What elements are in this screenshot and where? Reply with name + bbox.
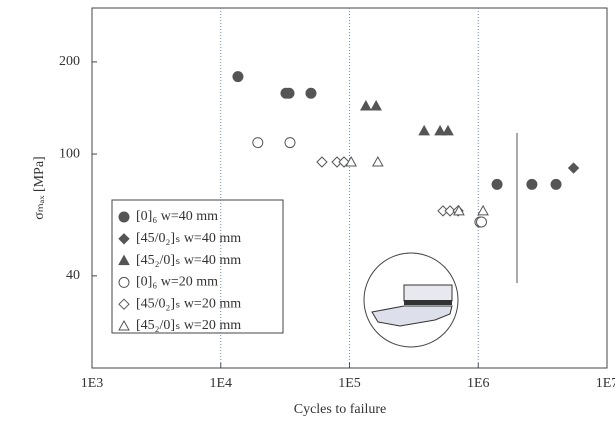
data-point <box>434 124 446 136</box>
data-point <box>567 162 580 174</box>
x-tick-label: 1E5 <box>338 376 361 391</box>
data-point <box>360 100 372 111</box>
x-tick-label: 1E7 <box>596 376 615 391</box>
legend-marker <box>118 319 130 331</box>
data-point <box>252 137 264 149</box>
y-tick-label: 100 <box>59 146 80 161</box>
legend-label: [45₂/0]ₛ w=20 mm <box>136 318 241 333</box>
data-point <box>444 205 456 217</box>
legend-label: [45₂/0]ₛ w=40 mm <box>136 253 241 268</box>
y-axis-label: σₘₐₓ [MPa] <box>32 156 47 219</box>
data-point <box>526 178 538 190</box>
legend-marker <box>118 233 130 245</box>
data-point <box>370 100 382 111</box>
legend-label: [0]₆ w=40 mm <box>136 209 218 224</box>
data-point <box>442 124 454 136</box>
data-point <box>477 204 489 216</box>
legend-label: [45/0₂]ₛ w=20 mm <box>136 296 241 311</box>
x-tick-label: 1E4 <box>209 376 232 391</box>
x-axis-label: Cycles to failure <box>294 402 387 417</box>
legend-marker <box>118 254 130 266</box>
data-point <box>371 155 384 167</box>
data-point <box>305 87 317 99</box>
x-tick-label: 1E6 <box>467 376 490 391</box>
data-point <box>316 156 328 168</box>
data-point <box>345 155 358 167</box>
legend-label: [45/0₂]ₛ w=40 mm <box>136 231 241 246</box>
specimen-inset <box>363 252 459 348</box>
data-point <box>283 87 295 99</box>
legend-marker <box>118 298 130 310</box>
legend-label: [0]₆ w=20 mm <box>136 275 218 290</box>
y-tick-label: 200 <box>59 54 80 69</box>
legend-marker <box>118 211 130 223</box>
data-point <box>418 124 430 136</box>
data-point <box>476 216 488 228</box>
legend-marker <box>118 276 130 288</box>
x-tick-label: 1E3 <box>81 376 104 391</box>
y-tick-label: 40 <box>66 268 80 283</box>
legend <box>111 199 284 334</box>
data-point <box>453 204 465 216</box>
data-point <box>284 137 296 149</box>
data-point <box>232 71 244 83</box>
data-point <box>491 178 503 190</box>
data-point <box>550 178 562 190</box>
